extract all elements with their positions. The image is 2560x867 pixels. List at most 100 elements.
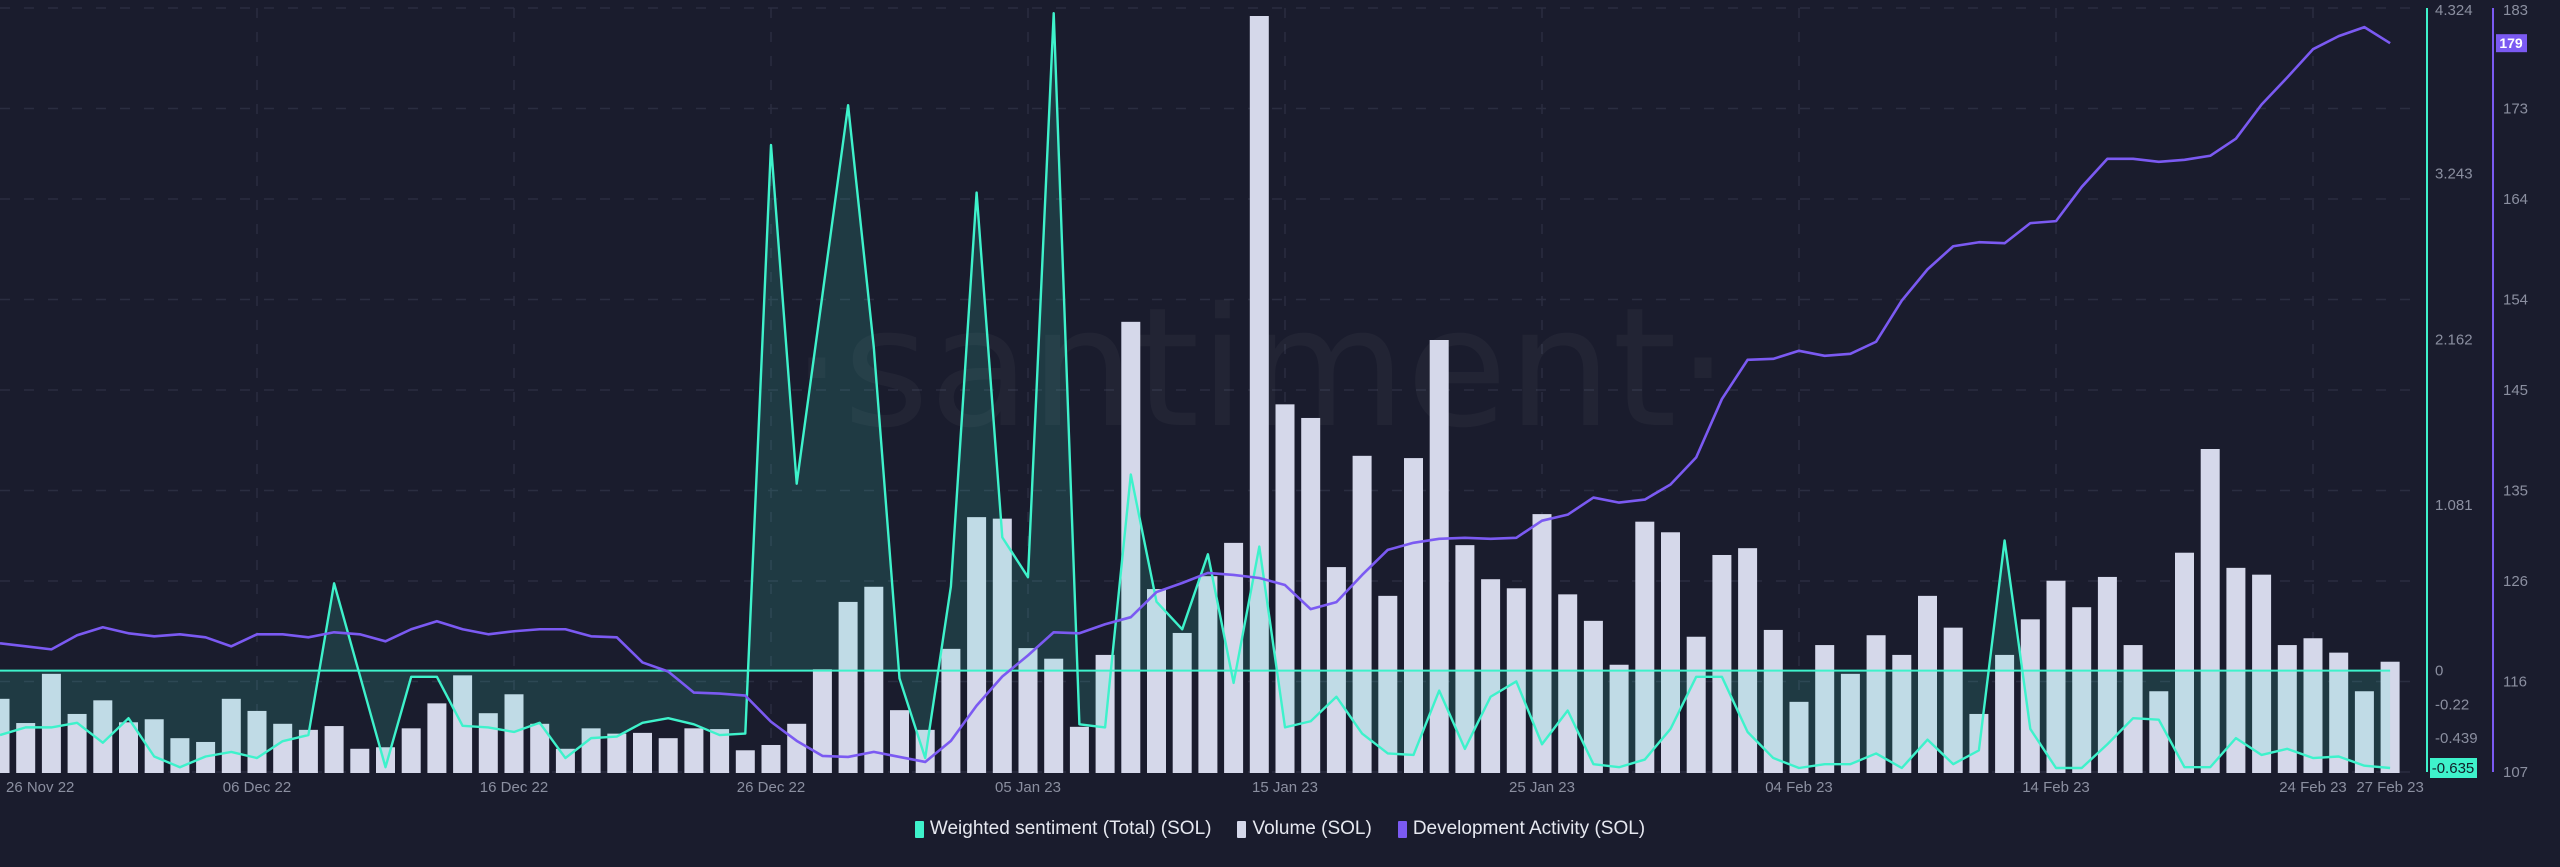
- x-tick-label: 27 Feb 23: [2356, 779, 2424, 796]
- volume-bar: [427, 703, 447, 773]
- volume-bar: [1738, 548, 1758, 773]
- volume-bar: [530, 723, 550, 773]
- volume-bar: [2123, 645, 2143, 773]
- volume-bar: [633, 732, 652, 773]
- dev-activity-tick-label: 164: [2503, 191, 2528, 208]
- volume-bar: [890, 710, 909, 773]
- dev-activity-swatch: [1397, 820, 1407, 838]
- dev-activity-tick-label: 116: [2503, 674, 2527, 691]
- volume-bar: [658, 738, 678, 773]
- legend-item-dev-activity[interactable]: Development Activity (SOL): [1397, 818, 1646, 840]
- volume-bar: [67, 713, 87, 773]
- x-tick-label: 05 Jan 23: [995, 779, 1061, 796]
- volume-bar: [93, 700, 113, 773]
- dev-activity-tick-label: 107: [2503, 764, 2528, 781]
- volume-bar: [1635, 521, 1655, 773]
- volume-bar: [607, 733, 627, 773]
- x-tick-label: 15 Jan 23: [1252, 779, 1318, 796]
- volume-bar: [1224, 542, 1244, 773]
- dev-activity-tick-label: 126: [2503, 573, 2528, 590]
- legend-label: Development Activity (SOL): [1412, 818, 1646, 839]
- volume-bar: [401, 728, 421, 773]
- x-tick-label: 16 Dec 22: [480, 779, 548, 796]
- volume-bar: [1686, 636, 1706, 773]
- volume-bar: [1455, 545, 1475, 773]
- sentiment-tick-label: 0: [2435, 663, 2443, 680]
- sentiment-last-value-badge: [2430, 758, 2477, 778]
- legend-item-sentiment[interactable]: Weighted sentiment (Total) (SOL): [914, 818, 1212, 840]
- volume-bar: [941, 648, 961, 773]
- volume-bar: [2252, 574, 2272, 773]
- legend-label: Volume (SOL): [1252, 818, 1372, 839]
- dev-activity-tick-label: 183: [2503, 2, 2528, 19]
- volume-bar: [2277, 645, 2297, 773]
- sentiment-tick-label: 2.162: [2435, 331, 2473, 348]
- volume-bar: [1172, 632, 1192, 773]
- legend-item-volume[interactable]: Volume (SOL): [1237, 818, 1372, 840]
- volume-bar: [0, 698, 10, 773]
- volume-bar: [1352, 455, 1372, 773]
- volume-bar: [1532, 514, 1552, 773]
- legend-label: Weighted sentiment (Total) (SOL): [929, 818, 1212, 839]
- volume-swatch: [1237, 820, 1247, 838]
- volume-bar: [1609, 664, 1629, 773]
- volume-bar: [1378, 595, 1398, 773]
- volume-bar: [1198, 576, 1218, 773]
- volume-bar: [41, 673, 61, 773]
- volume-bar: [1763, 629, 1783, 773]
- volume-bar: [504, 694, 524, 773]
- volume-bar: [1044, 658, 1064, 773]
- volume-bar: [1301, 417, 1321, 773]
- dev-activity-tick-label: 173: [2503, 101, 2528, 118]
- sentiment-tick-label: 4.324: [2435, 2, 2473, 19]
- volume-bar: [1069, 726, 1089, 773]
- volume-bar: [710, 729, 730, 773]
- x-tick-label: 04 Feb 23: [1765, 779, 1833, 796]
- volume-bar: [298, 729, 318, 773]
- volume-bar: [2354, 691, 2374, 773]
- volume-bar: [812, 669, 832, 773]
- volume-bar: [838, 601, 858, 773]
- dev-activity-tick-label: 145: [2503, 382, 2528, 399]
- volume-bar: [1275, 404, 1295, 773]
- dev-activity-last-value: 179: [2499, 35, 2523, 51]
- dev-activity-tick-label: 135: [2503, 483, 2528, 500]
- x-tick-label: 25 Jan 23: [1509, 779, 1575, 796]
- volume-bar: [1583, 620, 1603, 773]
- volume-bar: [1147, 589, 1166, 773]
- sentiment-series: [0, 12, 2391, 770]
- sentiment-tick-label: -0.439: [2435, 730, 2478, 747]
- sentiment-area: [0, 13, 2391, 768]
- volume-bar: [2097, 576, 2117, 773]
- volume-bar: [1995, 654, 2015, 773]
- volume-bar: [119, 722, 138, 773]
- volume-bar: [1815, 645, 1835, 773]
- sentiment-last-value: -0.635: [2432, 760, 2475, 777]
- volume-bar: [273, 723, 293, 773]
- sentiment-line: [0, 12, 2391, 770]
- volume-bar: [1789, 701, 1809, 773]
- x-tick-label: 26 Nov 22: [6, 779, 74, 796]
- volume-bar: [2303, 638, 2323, 773]
- volume-bar: [2149, 691, 2169, 773]
- volume-bar: [992, 518, 1012, 773]
- volume-bar: [1892, 654, 1912, 773]
- dev-activity-last-value-badge: [2496, 34, 2527, 53]
- x-tick-label: 14 Feb 23: [2022, 779, 2090, 796]
- volume-bar: [1121, 321, 1141, 773]
- volume-bar: [1661, 532, 1680, 773]
- volume-bar: [1866, 635, 1886, 773]
- volume-bar: [350, 748, 370, 773]
- grid: [0, 7, 2423, 773]
- volume-bar: [1481, 579, 1501, 773]
- volume-bar: [864, 586, 884, 773]
- volume-bar: [684, 728, 704, 773]
- volume-bar: [967, 517, 987, 773]
- x-tick-label: 06 Dec 22: [223, 779, 291, 796]
- sentiment-tick-label: 1.081: [2435, 497, 2473, 514]
- volume-bar: [1558, 594, 1578, 773]
- volume-bar: [1404, 458, 1423, 773]
- volume-bar: [2175, 552, 2194, 773]
- x-tick-label: 26 Dec 22: [737, 779, 805, 796]
